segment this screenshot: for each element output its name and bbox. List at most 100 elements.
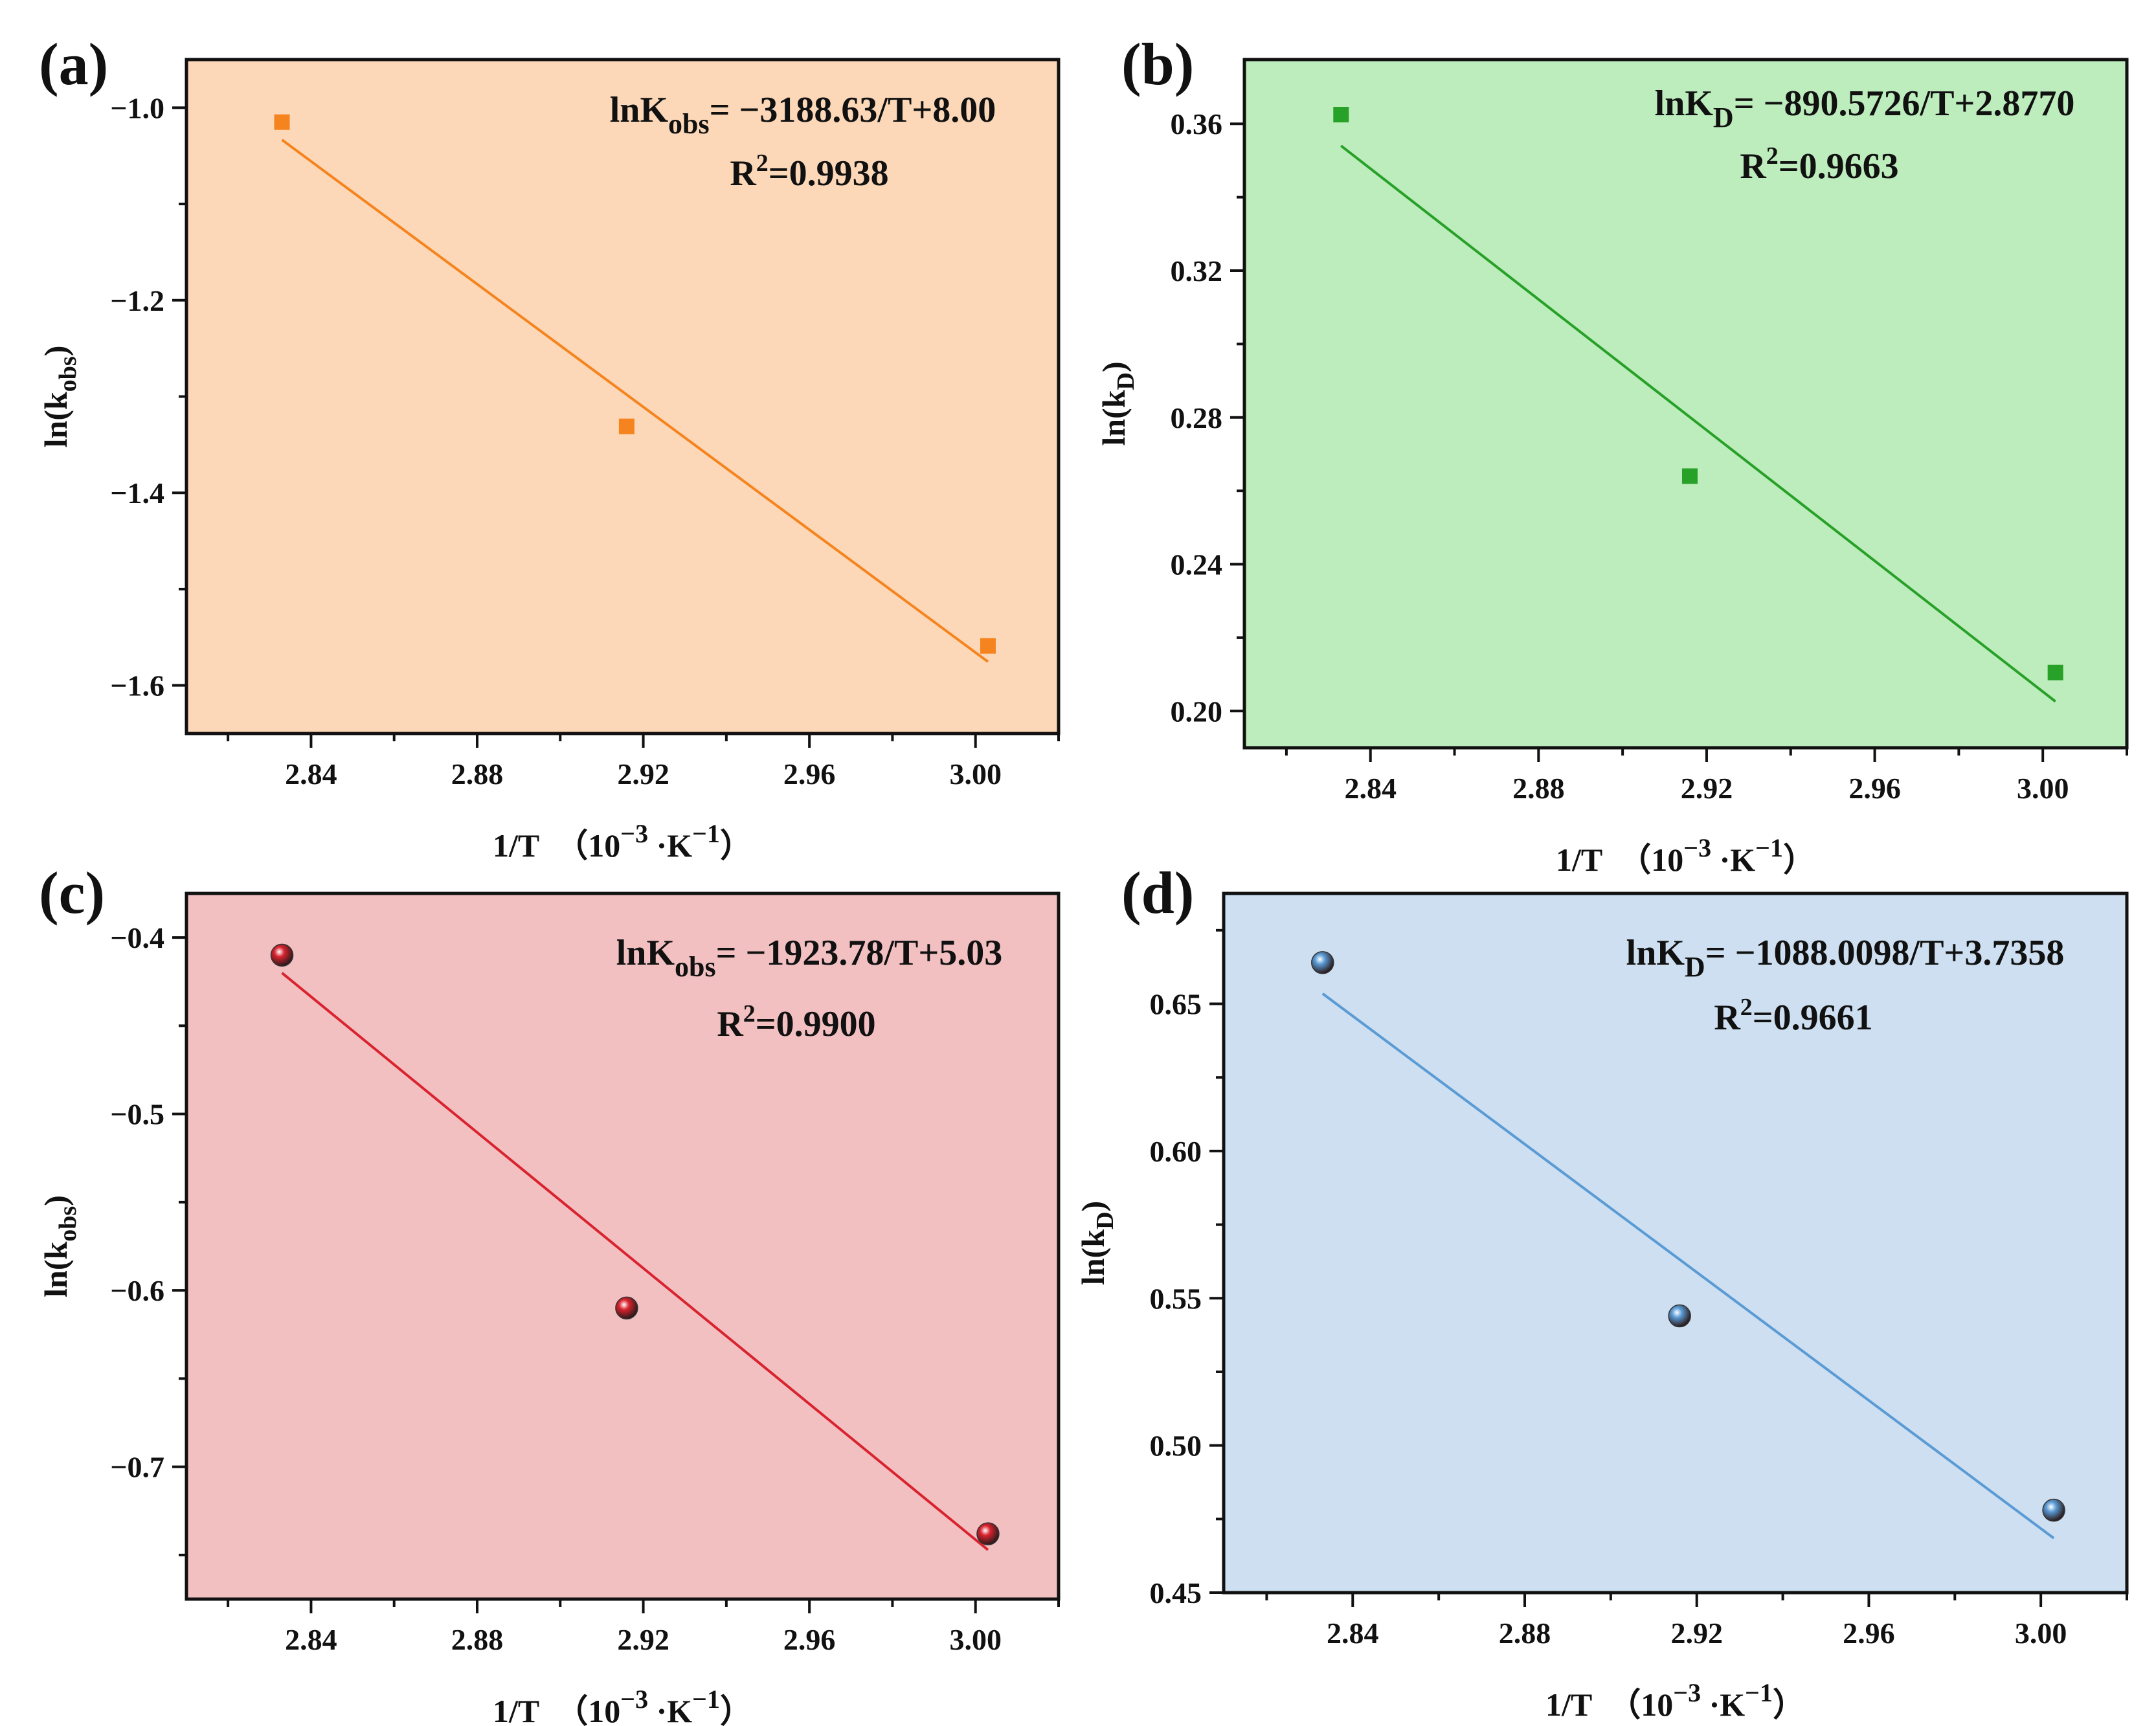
equation-lhs: lnK xyxy=(1655,84,1714,124)
y-axis-title: ln(kobs) xyxy=(38,1195,82,1297)
data-point xyxy=(2042,1498,2065,1522)
y-axis-bracket: ) xyxy=(38,1195,74,1206)
y-tick-label: −1.6 xyxy=(110,669,164,702)
y-axis-title: ln(kD) xyxy=(1095,361,1140,445)
x-tick-label: 2.96 xyxy=(1848,772,1901,805)
equation-rhs: = −890.5726/T+2.8770 xyxy=(1734,84,2075,124)
y-tick-label: 0.28 xyxy=(1171,401,1223,434)
r-squared-superscript: 2 xyxy=(1740,994,1753,1021)
x-axis-bracket: ） xyxy=(720,827,752,864)
y-tick-label: 0.20 xyxy=(1171,695,1223,728)
panel-label: (c) xyxy=(39,860,105,926)
x-axis-unit: ·K xyxy=(648,1693,692,1726)
fit-equation: lnKobs= −3188.63/T+8.00 xyxy=(610,90,996,140)
chart-panel-a: 2.84 2.88 2.92 2.96 3.00 −1.0 −1.2 −1.4 −1.6 1/T … xyxy=(38,31,1061,864)
y-tick-label: 0.50 xyxy=(1150,1429,1202,1463)
x-axis-bracket: ） xyxy=(1783,842,1815,878)
x-axis-title: 1/T （10−3 ·K−1） xyxy=(493,819,752,864)
data-point xyxy=(615,1296,638,1320)
x-tick-label: 2.88 xyxy=(451,1623,504,1656)
y-tick-label: −0.7 xyxy=(110,1451,164,1484)
chart-panel-b: 2.84 2.88 2.92 2.96 3.00 0.20 0.24 0.28 0.32 0.36… xyxy=(1095,31,2129,878)
equation-subscript: obs xyxy=(668,108,710,140)
fit-line xyxy=(1340,144,2056,703)
r-squared: R2=0.9661 xyxy=(1714,994,1872,1038)
data-point xyxy=(274,114,290,130)
data-point xyxy=(1681,468,1698,484)
equation-lhs: lnK xyxy=(610,90,669,130)
plot-area xyxy=(1242,58,2129,750)
y-axis-bracket: ) xyxy=(38,346,74,357)
chart-panel-c: 2.84 2.88 2.92 2.96 3.00 −0.4 −0.5 −0.6 −0.7 1/T … xyxy=(38,860,1061,1726)
y-axis-subscript: obs xyxy=(54,356,82,392)
x-axis-bracket: ） xyxy=(720,1693,752,1726)
r-squared: R2=0.9938 xyxy=(730,150,888,194)
y-tick-label: 0.55 xyxy=(1150,1282,1202,1315)
r-squared-superscript: 2 xyxy=(1766,142,1779,170)
y-axis-title: ln(kobs) xyxy=(38,346,82,448)
y-tick-label: 0.36 xyxy=(1171,107,1223,140)
fit-equation: lnKD= −890.5726/T+2.8770 xyxy=(1655,84,2075,133)
x-axis-unit: ·K xyxy=(1711,842,1755,878)
panel-label: (b) xyxy=(1121,31,1194,97)
data-point xyxy=(1668,1304,1691,1328)
chart-panel-d: 2.84 2.88 2.92 2.96 3.00 0.45 0.50 0.55 0.60 0.65… xyxy=(1075,860,2129,1723)
x-tick-label: 2.92 xyxy=(617,1623,669,1656)
x-tick-label: 2.84 xyxy=(285,1623,337,1656)
x-tick-label: 2.92 xyxy=(1670,1617,1723,1650)
r-squared-symbol: R xyxy=(717,1004,743,1044)
equation-lhs: lnK xyxy=(616,933,675,973)
y-axis-subscript: D xyxy=(1112,372,1140,390)
plot-area xyxy=(185,891,1061,1601)
x-axis-exponent: −3 xyxy=(620,819,648,848)
x-axis-exponent: −1 xyxy=(692,1685,720,1714)
data-point xyxy=(1311,951,1334,974)
data-point xyxy=(976,1522,1000,1545)
x-tick-label: 2.84 xyxy=(285,757,337,790)
y-tick-label: 0.45 xyxy=(1150,1576,1202,1609)
x-axis-title-text: 1/T （10 xyxy=(493,827,620,864)
r-squared-symbol: R xyxy=(730,153,756,194)
y-tick-label: −0.4 xyxy=(110,921,164,954)
x-axis-bracket: ） xyxy=(1773,1687,1805,1723)
y-tick-label: −1.0 xyxy=(110,91,164,124)
x-tick-label: 2.96 xyxy=(1843,1617,1895,1650)
equation-subscript: D xyxy=(1713,102,1734,133)
x-tick-label: 2.88 xyxy=(451,757,504,790)
fit-equation: lnKD= −1088.0098/T+3.7358 xyxy=(1626,933,2065,983)
x-tick-label: 3.00 xyxy=(949,1623,1002,1656)
y-tick-label: 0.32 xyxy=(1171,254,1223,287)
data-point xyxy=(2047,664,2063,680)
equation-rhs: = −3188.63/T+8.00 xyxy=(710,90,996,130)
y-tick-label: 0.65 xyxy=(1150,988,1202,1021)
r-squared-value: =0.9661 xyxy=(1753,998,1873,1038)
equation-lhs: lnK xyxy=(1626,933,1685,973)
x-axis-title: 1/T （10−3 ·K−1） xyxy=(1556,833,1815,878)
y-axis-subscript: obs xyxy=(54,1206,82,1242)
equation-rhs: = −1923.78/T+5.03 xyxy=(716,933,1003,973)
x-axis-unit: ·K xyxy=(1701,1687,1745,1723)
y-axis-title-text: ln(k xyxy=(1075,1229,1111,1285)
fit-line xyxy=(281,972,989,1551)
plot-area xyxy=(185,58,1061,735)
y-axis-title-text: ln(k xyxy=(38,1242,74,1297)
x-axis-exponent: −1 xyxy=(692,819,720,848)
y-axis-title: ln(kD) xyxy=(1075,1201,1119,1285)
x-tick-label: 3.00 xyxy=(2017,772,2069,805)
y-axis-subscript: D xyxy=(1092,1212,1119,1229)
r-squared-superscript: 2 xyxy=(743,1000,756,1027)
x-axis-title: 1/T （10−3 ·K−1） xyxy=(493,1685,752,1726)
r-squared-symbol: R xyxy=(1740,146,1766,186)
x-axis-unit: ·K xyxy=(648,827,692,864)
y-axis-bracket: ) xyxy=(1075,1201,1111,1212)
x-tick-label: 2.88 xyxy=(1499,1617,1551,1650)
x-tick-label: 3.00 xyxy=(2015,1617,2067,1650)
data-point xyxy=(980,638,996,654)
r-squared-value: =0.9900 xyxy=(756,1004,876,1044)
x-tick-label: 2.96 xyxy=(783,757,836,790)
y-tick-label: 0.24 xyxy=(1171,548,1223,581)
data-point xyxy=(1333,107,1349,123)
x-axis-title-text: 1/T （10 xyxy=(1545,1687,1673,1723)
equation-subscript: D xyxy=(1685,951,1705,983)
data-point xyxy=(618,418,634,434)
